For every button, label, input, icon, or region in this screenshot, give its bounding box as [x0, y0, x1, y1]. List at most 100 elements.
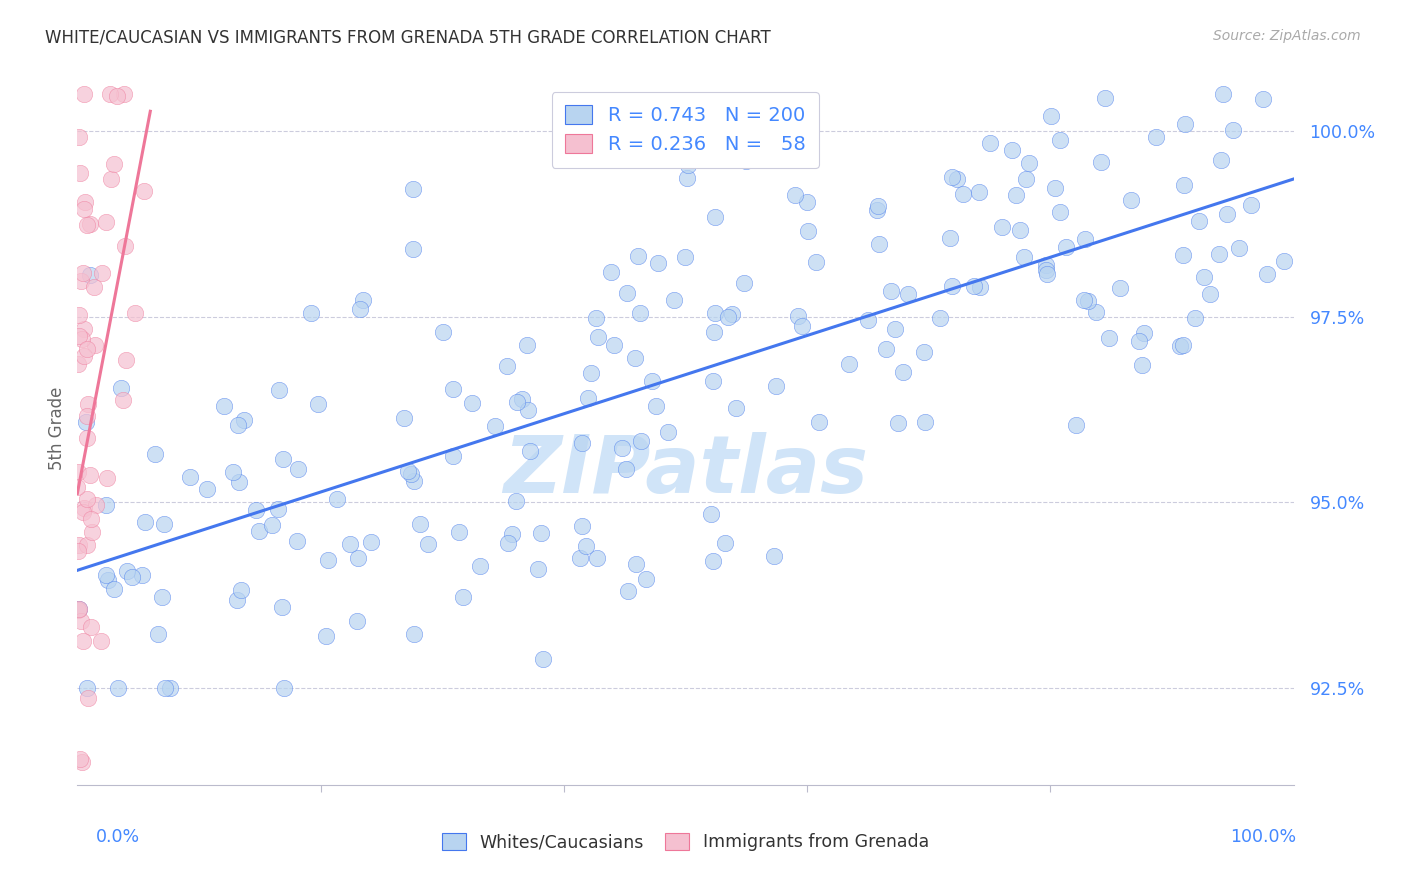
Point	[352, 293, 374, 307]
Point	[271, 600, 294, 615]
Text: Source: ZipAtlas.com: Source: ZipAtlas.com	[1213, 29, 1361, 43]
Point	[153, 681, 176, 696]
Point	[134, 515, 156, 529]
Point	[97, 574, 120, 588]
Point	[866, 203, 889, 218]
Point	[76, 681, 98, 696]
Point	[103, 582, 125, 597]
Point	[69, 614, 91, 628]
Point	[838, 357, 860, 371]
Point	[392, 410, 415, 425]
Point	[232, 412, 254, 426]
Point	[402, 182, 425, 196]
Point	[67, 602, 90, 616]
Point	[1035, 263, 1057, 277]
Point	[103, 157, 125, 171]
Point	[526, 562, 548, 576]
Point	[941, 279, 963, 293]
Point	[1108, 280, 1130, 294]
Point	[432, 325, 454, 339]
Point	[67, 130, 90, 145]
Point	[585, 551, 607, 566]
Point	[495, 359, 517, 374]
Point	[461, 396, 484, 410]
Point	[195, 483, 218, 497]
Point	[470, 558, 492, 573]
Point	[531, 652, 554, 666]
Point	[247, 524, 270, 538]
Point	[159, 681, 181, 696]
Point	[76, 342, 98, 356]
Point	[72, 266, 94, 280]
Point	[505, 493, 527, 508]
Point	[714, 536, 737, 550]
Point	[700, 507, 723, 521]
Point	[229, 582, 252, 597]
Point	[132, 184, 155, 198]
Point	[645, 399, 668, 413]
Point	[969, 279, 991, 293]
Point	[785, 188, 807, 202]
Point	[516, 338, 538, 352]
Point	[929, 311, 952, 326]
Point	[73, 87, 96, 101]
Point	[1222, 123, 1244, 137]
Point	[245, 503, 267, 517]
Text: WHITE/CAUCASIAN VS IMMIGRANTS FROM GRENADA 5TH GRADE CORRELATION CHART: WHITE/CAUCASIAN VS IMMIGRANTS FROM GRENA…	[45, 29, 770, 46]
Point	[1119, 193, 1142, 207]
Point	[626, 249, 648, 263]
Point	[1171, 337, 1194, 351]
Point	[519, 444, 541, 458]
Point	[271, 451, 294, 466]
Point	[67, 538, 90, 552]
Point	[875, 342, 897, 356]
Point	[67, 602, 90, 616]
Point	[624, 558, 647, 572]
Point	[146, 627, 169, 641]
Point	[991, 219, 1014, 234]
Point	[266, 501, 288, 516]
Point	[1208, 247, 1230, 261]
Point	[1168, 339, 1191, 353]
Point	[1094, 91, 1116, 105]
Point	[498, 535, 520, 549]
Point	[530, 525, 553, 540]
Point	[1128, 334, 1150, 348]
Point	[1001, 143, 1024, 157]
Point	[571, 518, 593, 533]
Point	[402, 474, 425, 488]
Point	[360, 535, 382, 549]
Point	[98, 87, 121, 101]
Point	[762, 549, 785, 564]
Point	[1077, 293, 1099, 308]
Point	[963, 278, 986, 293]
Point	[703, 325, 725, 339]
Point	[80, 512, 103, 526]
Point	[91, 266, 114, 280]
Point	[868, 199, 890, 213]
Point	[914, 415, 936, 429]
Point	[1173, 178, 1195, 192]
Point	[72, 506, 94, 520]
Point	[979, 136, 1001, 150]
Point	[287, 462, 309, 476]
Point	[579, 366, 602, 380]
Point	[1064, 417, 1087, 432]
Point	[884, 322, 907, 336]
Point	[702, 554, 724, 568]
Point	[1043, 180, 1066, 194]
Point	[404, 627, 426, 641]
Point	[1004, 188, 1026, 202]
Point	[307, 397, 329, 411]
Point	[225, 593, 247, 607]
Point	[150, 591, 173, 605]
Point	[641, 375, 664, 389]
Point	[90, 634, 112, 648]
Point	[599, 265, 621, 279]
Point	[96, 471, 118, 485]
Point	[301, 305, 323, 319]
Point	[1090, 154, 1112, 169]
Point	[273, 681, 295, 696]
Point	[702, 374, 724, 388]
Point	[441, 382, 464, 396]
